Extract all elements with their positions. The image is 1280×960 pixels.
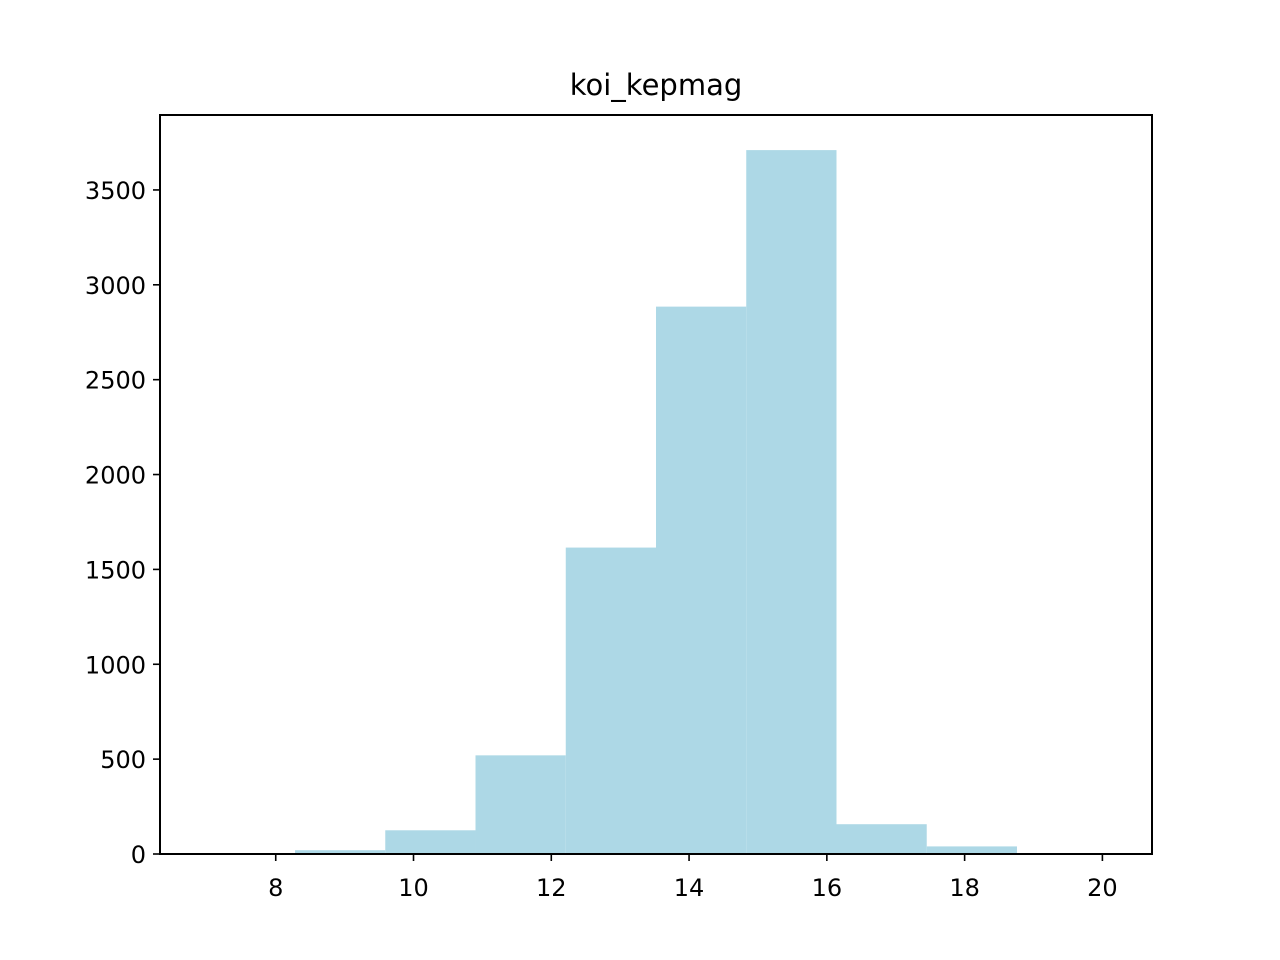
histogram-bar-2 — [385, 830, 476, 854]
y-tick-label-5: 2500 — [85, 367, 146, 395]
x-tick-label-1: 10 — [398, 874, 429, 902]
histogram-bar-5 — [656, 306, 747, 855]
axes-layer: 8 10 12 14 16 18 20 0 500 1000 1500 2000 2500 3000 350… — [85, 114, 1153, 902]
x-tick-label-6: 20 — [1087, 874, 1118, 902]
y-tick-label-2: 1000 — [85, 651, 146, 679]
histogram-bar-6 — [746, 150, 837, 855]
y-tick-label-1: 500 — [100, 746, 146, 774]
x-tick-label-4: 16 — [812, 874, 843, 902]
chart-title: koi_kepmag — [569, 68, 743, 102]
histogram-bar-1 — [295, 850, 386, 854]
x-tick-label-3: 14 — [674, 874, 705, 902]
y-tick-label-3: 1500 — [85, 556, 146, 584]
histogram-bar-8 — [926, 846, 1017, 854]
bars-layer — [204, 150, 1108, 855]
y-tick-label-7: 3500 — [85, 177, 146, 205]
histogram-bar-4 — [565, 547, 656, 854]
x-tick-label-2: 12 — [536, 874, 567, 902]
y-tick-label-6: 3000 — [85, 272, 146, 300]
histogram-bar-7 — [836, 824, 927, 854]
plot-frame — [159, 114, 1153, 855]
y-tick-label-4: 2000 — [85, 462, 146, 490]
y-tick-label-0: 0 — [131, 841, 146, 869]
histogram-bar-3 — [475, 755, 566, 854]
x-tick-label-0: 8 — [268, 874, 283, 902]
x-tick-label-5: 18 — [949, 874, 980, 902]
